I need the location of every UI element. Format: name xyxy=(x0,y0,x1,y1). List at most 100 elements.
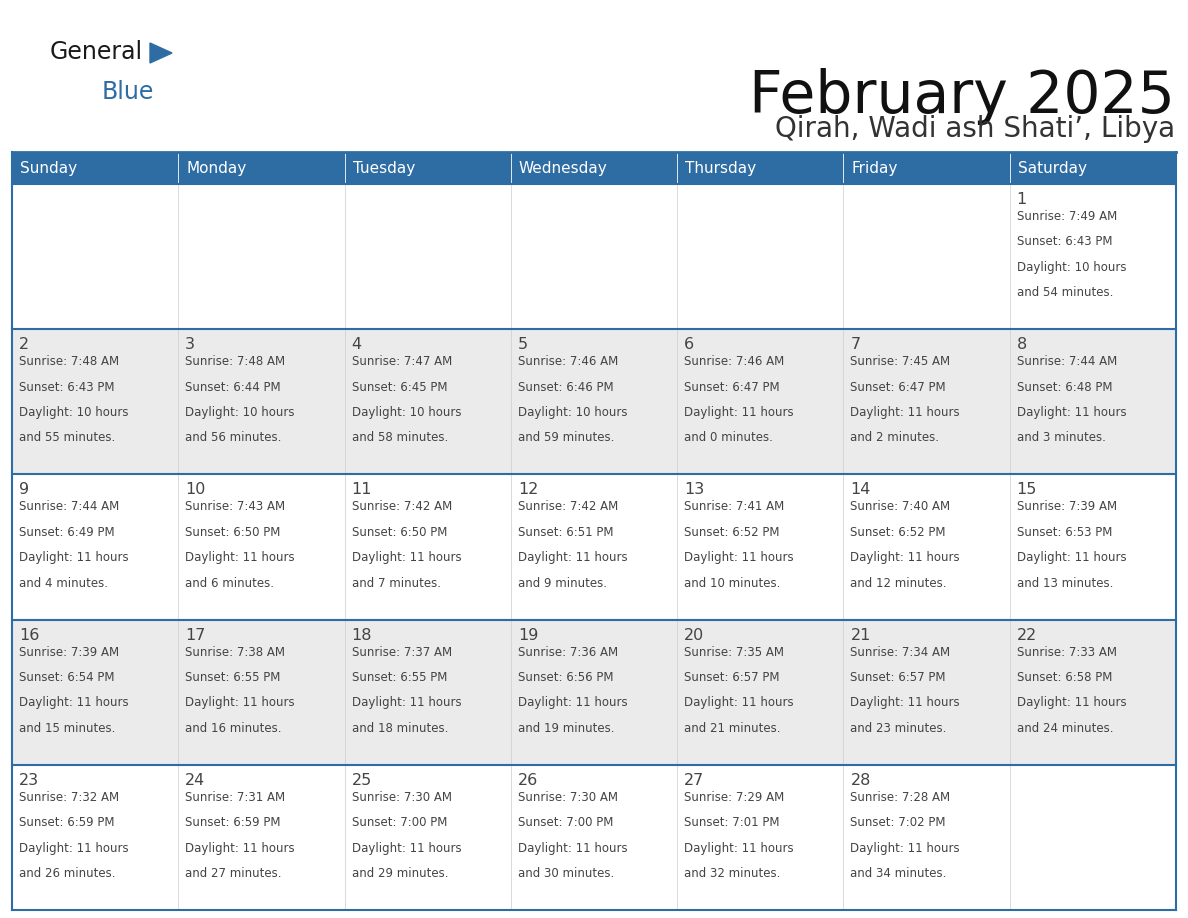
Text: Sunrise: 7:39 AM: Sunrise: 7:39 AM xyxy=(19,645,119,658)
Bar xyxy=(677,475,843,620)
Bar xyxy=(677,184,843,330)
Text: and 16 minutes.: and 16 minutes. xyxy=(185,722,282,734)
Text: Sunrise: 7:46 AM: Sunrise: 7:46 AM xyxy=(518,355,618,368)
Text: Wednesday: Wednesday xyxy=(519,161,607,175)
Text: Sunset: 6:57 PM: Sunset: 6:57 PM xyxy=(851,671,946,684)
Text: Sunrise: 7:43 AM: Sunrise: 7:43 AM xyxy=(185,500,285,513)
Bar xyxy=(345,620,511,765)
Bar xyxy=(178,152,345,184)
Text: Sunrise: 7:30 AM: Sunrise: 7:30 AM xyxy=(352,790,451,804)
Text: Sunset: 7:00 PM: Sunset: 7:00 PM xyxy=(352,816,447,829)
Text: 12: 12 xyxy=(518,482,538,498)
Text: 22: 22 xyxy=(1017,628,1037,643)
Text: Daylight: 10 hours: Daylight: 10 hours xyxy=(19,406,128,419)
Text: Sunset: 6:50 PM: Sunset: 6:50 PM xyxy=(185,526,280,539)
Text: Sunrise: 7:31 AM: Sunrise: 7:31 AM xyxy=(185,790,285,804)
Text: Sunset: 6:57 PM: Sunset: 6:57 PM xyxy=(684,671,779,684)
Bar xyxy=(12,475,178,620)
Bar xyxy=(1010,765,1176,910)
Bar xyxy=(12,765,178,910)
Text: Sunset: 6:46 PM: Sunset: 6:46 PM xyxy=(518,381,613,394)
Text: 2: 2 xyxy=(19,337,30,353)
Text: 19: 19 xyxy=(518,628,538,643)
Text: Sunset: 6:55 PM: Sunset: 6:55 PM xyxy=(185,671,280,684)
Text: and 24 minutes.: and 24 minutes. xyxy=(1017,722,1113,734)
Text: 26: 26 xyxy=(518,773,538,788)
Bar xyxy=(843,330,1010,475)
Text: Daylight: 11 hours: Daylight: 11 hours xyxy=(518,551,627,565)
Bar xyxy=(677,765,843,910)
Text: and 13 minutes.: and 13 minutes. xyxy=(1017,577,1113,589)
Text: and 19 minutes.: and 19 minutes. xyxy=(518,722,614,734)
Text: Sunset: 6:55 PM: Sunset: 6:55 PM xyxy=(352,671,447,684)
Text: and 7 minutes.: and 7 minutes. xyxy=(352,577,441,589)
Text: 10: 10 xyxy=(185,482,206,498)
Text: Daylight: 11 hours: Daylight: 11 hours xyxy=(851,406,960,419)
Text: Daylight: 11 hours: Daylight: 11 hours xyxy=(352,697,461,710)
Bar xyxy=(511,620,677,765)
Bar xyxy=(178,184,345,330)
Text: 9: 9 xyxy=(19,482,30,498)
Text: 18: 18 xyxy=(352,628,372,643)
Text: Qirah, Wadi ash Shati’, Libya: Qirah, Wadi ash Shati’, Libya xyxy=(775,115,1175,143)
Text: and 4 minutes.: and 4 minutes. xyxy=(19,577,108,589)
Text: and 2 minutes.: and 2 minutes. xyxy=(851,431,940,444)
Bar xyxy=(511,330,677,475)
Text: Sunset: 6:59 PM: Sunset: 6:59 PM xyxy=(185,816,280,829)
Bar xyxy=(843,475,1010,620)
Text: and 12 minutes.: and 12 minutes. xyxy=(851,577,947,589)
Text: Sunset: 6:58 PM: Sunset: 6:58 PM xyxy=(1017,671,1112,684)
Text: Sunrise: 7:41 AM: Sunrise: 7:41 AM xyxy=(684,500,784,513)
Text: and 34 minutes.: and 34 minutes. xyxy=(851,867,947,880)
Text: and 6 minutes.: and 6 minutes. xyxy=(185,577,274,589)
Text: 21: 21 xyxy=(851,628,871,643)
Text: Sunset: 7:02 PM: Sunset: 7:02 PM xyxy=(851,816,946,829)
Text: 23: 23 xyxy=(19,773,39,788)
Text: Sunset: 7:00 PM: Sunset: 7:00 PM xyxy=(518,816,613,829)
Bar xyxy=(12,330,178,475)
Text: Sunset: 6:50 PM: Sunset: 6:50 PM xyxy=(352,526,447,539)
Text: and 26 minutes.: and 26 minutes. xyxy=(19,867,115,880)
Text: Sunset: 6:44 PM: Sunset: 6:44 PM xyxy=(185,381,280,394)
Text: Sunset: 6:45 PM: Sunset: 6:45 PM xyxy=(352,381,447,394)
Text: and 59 minutes.: and 59 minutes. xyxy=(518,431,614,444)
Text: Daylight: 11 hours: Daylight: 11 hours xyxy=(19,551,128,565)
Text: Daylight: 10 hours: Daylight: 10 hours xyxy=(185,406,295,419)
Bar xyxy=(12,184,178,330)
Text: Daylight: 11 hours: Daylight: 11 hours xyxy=(19,842,128,855)
Text: Sunrise: 7:49 AM: Sunrise: 7:49 AM xyxy=(1017,210,1117,223)
Text: Sunrise: 7:39 AM: Sunrise: 7:39 AM xyxy=(1017,500,1117,513)
Text: Sunrise: 7:33 AM: Sunrise: 7:33 AM xyxy=(1017,645,1117,658)
Text: Sunrise: 7:44 AM: Sunrise: 7:44 AM xyxy=(1017,355,1117,368)
Bar xyxy=(511,184,677,330)
Text: Daylight: 10 hours: Daylight: 10 hours xyxy=(1017,261,1126,274)
Text: Daylight: 11 hours: Daylight: 11 hours xyxy=(1017,551,1126,565)
Text: Daylight: 11 hours: Daylight: 11 hours xyxy=(352,842,461,855)
Bar xyxy=(1010,330,1176,475)
Text: Sunrise: 7:35 AM: Sunrise: 7:35 AM xyxy=(684,645,784,658)
Text: February 2025: February 2025 xyxy=(750,68,1175,125)
Bar xyxy=(511,765,677,910)
Bar xyxy=(178,765,345,910)
Text: Monday: Monday xyxy=(187,161,247,175)
Text: 15: 15 xyxy=(1017,482,1037,498)
Bar xyxy=(677,330,843,475)
Text: and 56 minutes.: and 56 minutes. xyxy=(185,431,282,444)
Text: Thursday: Thursday xyxy=(685,161,757,175)
Text: 11: 11 xyxy=(352,482,372,498)
Text: 16: 16 xyxy=(19,628,39,643)
Text: Sunset: 6:43 PM: Sunset: 6:43 PM xyxy=(1017,235,1112,249)
Text: Sunset: 6:49 PM: Sunset: 6:49 PM xyxy=(19,526,114,539)
Text: and 30 minutes.: and 30 minutes. xyxy=(518,867,614,880)
Text: and 21 minutes.: and 21 minutes. xyxy=(684,722,781,734)
Text: Sunset: 6:52 PM: Sunset: 6:52 PM xyxy=(684,526,779,539)
Polygon shape xyxy=(150,43,172,63)
Bar xyxy=(345,765,511,910)
Text: Sunset: 6:53 PM: Sunset: 6:53 PM xyxy=(1017,526,1112,539)
Text: Sunrise: 7:42 AM: Sunrise: 7:42 AM xyxy=(518,500,618,513)
Bar xyxy=(178,330,345,475)
Text: Sunset: 6:47 PM: Sunset: 6:47 PM xyxy=(851,381,946,394)
Text: Sunset: 6:47 PM: Sunset: 6:47 PM xyxy=(684,381,779,394)
Text: Daylight: 11 hours: Daylight: 11 hours xyxy=(684,697,794,710)
Bar xyxy=(178,620,345,765)
